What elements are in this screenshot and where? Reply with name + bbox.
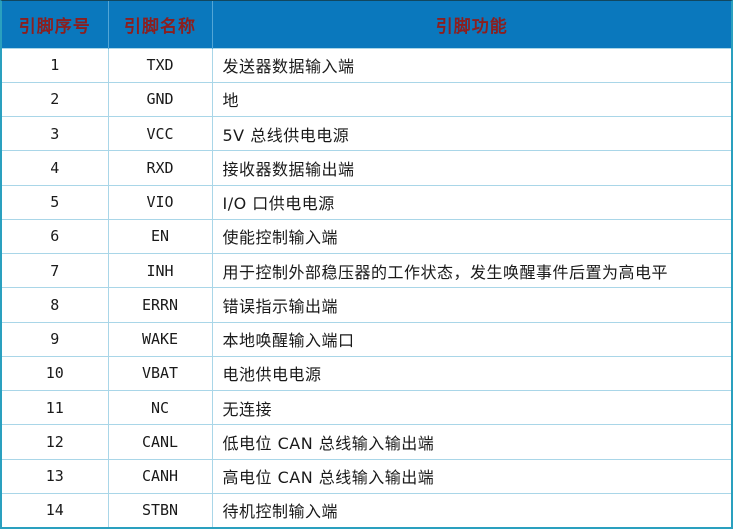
pin-name-cell: STBN [107, 492, 213, 527]
pin-number-cell: 1 [2, 47, 109, 83]
pin-function-cell: 使能控制输入端 [211, 218, 731, 255]
pin-number-cell: 10 [2, 355, 109, 392]
table-header: 引脚序号 引脚名称 引脚功能 [2, 1, 731, 48]
pin-number-cell: 13 [2, 458, 109, 494]
pin-name-cell: VBAT [107, 355, 213, 392]
table-row: 8 ERRN 错误指示输出端 [2, 287, 731, 323]
table-row: 13 CANH 高电位 CAN 总线输入输出端 [2, 458, 731, 494]
pin-name-cell: CANL [107, 424, 213, 460]
pin-function-cell: 用于控制外部稳压器的工作状态，发生唤醒事件后置为高电平 [211, 252, 731, 289]
pin-function-cell: 本地唤醒输入端口 [211, 321, 731, 357]
pin-function-cell: 地 [211, 81, 731, 118]
pin-name-cell: RXD [107, 150, 213, 186]
pin-function-cell: 发送器数据输入端 [211, 47, 731, 83]
pin-function-cell: 低电位 CAN 总线输入输出端 [211, 424, 731, 460]
pin-name-cell: NC [107, 389, 213, 426]
pin-name-cell: EN [107, 218, 213, 255]
header-pin-name: 引脚名称 [108, 1, 213, 48]
pin-number-cell: 3 [2, 115, 109, 152]
pin-name-cell: INH [107, 252, 213, 289]
table-row: 1 TXD 发送器数据输入端 [2, 47, 731, 83]
table-row: 6 EN 使能控制输入端 [2, 218, 731, 255]
table-row: 10 VBAT 电池供电电源 [2, 355, 731, 392]
pin-number-cell: 5 [2, 184, 109, 220]
table-row: 9 WAKE 本地唤醒输入端口 [2, 321, 731, 357]
pin-function-cell: 错误指示输出端 [211, 287, 731, 323]
table-row: 7 INH 用于控制外部稳压器的工作状态，发生唤醒事件后置为高电平 [2, 252, 731, 289]
pin-number-cell: 2 [2, 81, 109, 118]
pin-number-cell: 6 [2, 218, 109, 255]
table-row: 4 RXD 接收器数据输出端 [2, 150, 731, 186]
pin-number-cell: 7 [2, 252, 109, 289]
table-row: 2 GND 地 [2, 81, 731, 118]
table-row: 12 CANL 低电位 CAN 总线输入输出端 [2, 424, 731, 460]
table-row: 11 NC 无连接 [2, 389, 731, 426]
pin-name-cell: CANH [107, 458, 213, 494]
pin-function-cell: 无连接 [211, 389, 731, 426]
pin-number-cell: 9 [2, 321, 109, 357]
pin-function-cell: 电池供电电源 [211, 355, 731, 392]
pin-name-cell: VIO [107, 184, 213, 220]
pin-name-cell: WAKE [107, 321, 213, 357]
header-row: 引脚序号 引脚名称 引脚功能 [2, 1, 731, 48]
header-pin-function: 引脚功能 [212, 1, 731, 48]
pin-number-cell: 12 [2, 424, 109, 460]
pin-function-cell: 待机控制输入端 [211, 492, 731, 527]
table-row: 3 VCC 5V 总线供电电源 [2, 115, 731, 152]
pin-name-cell: VCC [107, 115, 213, 152]
table-body: 1 TXD 发送器数据输入端 2 GND 地 3 VCC 5V 总线供电电源 4… [2, 47, 731, 527]
table-row: 5 VIO I/O 口供电电源 [2, 184, 731, 220]
pin-function-cell: I/O 口供电电源 [211, 184, 731, 220]
pin-name-cell: GND [107, 81, 213, 118]
header-pin-number: 引脚序号 [2, 1, 109, 48]
pin-function-cell: 高电位 CAN 总线输入输出端 [211, 458, 731, 494]
pin-function-cell: 5V 总线供电电源 [211, 115, 731, 152]
pin-number-cell: 11 [2, 389, 109, 426]
pin-name-cell: ERRN [107, 287, 213, 323]
pin-number-cell: 4 [2, 150, 109, 186]
pin-function-cell: 接收器数据输出端 [211, 150, 731, 186]
pin-number-cell: 8 [2, 287, 109, 323]
pin-name-cell: TXD [107, 47, 213, 83]
pin-number-cell: 14 [2, 492, 109, 527]
table-row: 14 STBN 待机控制输入端 [2, 492, 731, 527]
